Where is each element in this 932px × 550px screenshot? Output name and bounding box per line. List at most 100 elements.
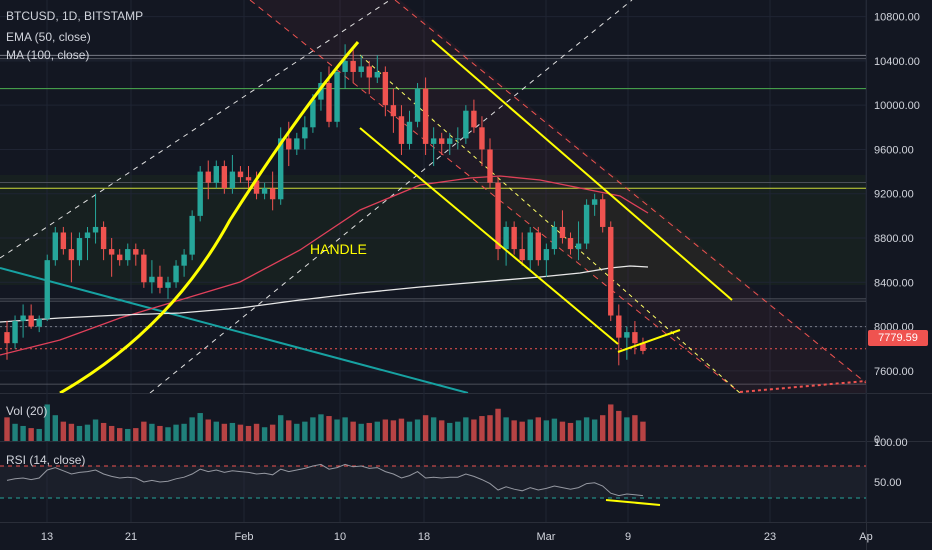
candle-body [559,226,566,239]
candle-body [398,116,405,144]
volume-bar [261,427,268,441]
volume-bar [205,419,211,441]
handle-annotation: HANDLE [310,241,367,257]
candle-body [495,182,501,250]
candle-body [133,249,139,255]
candle-body [551,226,558,250]
volume-bar [221,423,228,441]
y-tick-label: 8400.00 [874,277,914,289]
volume-bar [439,420,445,441]
volume-bars [4,404,646,441]
volume-bar [108,425,115,441]
channel-bottom-yellow [359,127,619,345]
candle-body [108,249,115,255]
symbol-label: BTCUSD, 1D, BITSTAMP [6,9,144,23]
candle-body [640,343,646,351]
candle-body [294,138,300,150]
candle-body [245,177,252,181]
volume-bar [165,427,171,441]
volume-bar [350,421,356,441]
candle-body [503,226,509,250]
volume-bar [117,428,123,441]
candle-body [519,249,525,261]
volume-bar [632,415,638,441]
candle-body [374,71,380,78]
volume-bar [374,421,380,441]
rsi-title: RSI (14, close) [6,453,86,467]
volume-bar [36,428,42,441]
channel-line-red [394,0,866,384]
y-tick-label: 9600.00 [874,144,914,156]
candles [4,44,646,366]
x-tick-label: 18 [418,531,430,543]
candle-body [447,138,453,144]
candle-body [632,332,638,344]
candle-body [189,215,195,255]
rsi-trendline-yellow [605,499,661,506]
volume-bar [447,422,453,441]
candle-body [28,315,34,327]
volume-bar [92,419,99,441]
volume-bar [495,408,501,441]
volume-bar [189,417,195,441]
volume-bar [68,423,75,441]
candle-body [84,232,91,239]
candle-body [414,88,421,122]
candle-body [616,315,622,338]
volume-bar [591,419,598,441]
candle-body [181,254,187,266]
volume-bar [463,417,469,441]
candle-body [302,127,308,139]
volume-bar [76,425,83,441]
volume-bar [382,419,389,441]
volume-bar [294,423,300,441]
candle-body [60,232,67,250]
volume-bar [237,424,244,441]
candle-body [205,171,211,183]
volume-bar [358,423,364,441]
volume-bar [213,421,219,441]
candle-body [117,254,123,261]
x-tick-label: 23 [764,531,776,543]
volume-tick-label: 0 [874,434,880,446]
volume-bar [310,417,316,441]
volume-bar [551,418,558,441]
candle-body [165,282,171,288]
volume-bar [527,419,533,441]
volume-bar [52,415,58,441]
candle-body [543,249,550,261]
candle-body [406,121,413,144]
candle-body [12,321,18,344]
yellow-trendlines [59,39,733,393]
candle-body [44,260,50,319]
candle-body [68,249,75,261]
volume-bar [414,419,421,441]
volume-bar [245,425,252,441]
x-tick-label: Feb [235,531,254,543]
volume-bar [125,428,131,441]
volume-legend: Vol (20) [6,404,47,419]
candle-body [600,199,606,227]
volume-bar [141,421,147,441]
volume-bar [229,422,236,441]
rsi-line [6,463,643,497]
support-line-yellow [617,329,681,353]
channel-line-red [249,0,741,393]
volume-bar [269,424,276,441]
volume-bar [4,417,10,441]
ma-line [0,265,649,323]
candle-body [624,332,630,338]
volume-bar [406,421,413,441]
volume-bar [12,423,18,441]
candle-body [326,83,332,122]
candle-body [125,249,131,261]
candle-body [487,149,493,183]
candle-body [334,71,340,122]
cup-curve-yellow [59,41,360,393]
rsi-pane [0,463,866,506]
volume-bar [535,417,541,441]
volume-bar [543,420,550,441]
y-tick-label: 8800.00 [874,233,914,245]
last-price-tag: 7779.59 [868,330,928,346]
